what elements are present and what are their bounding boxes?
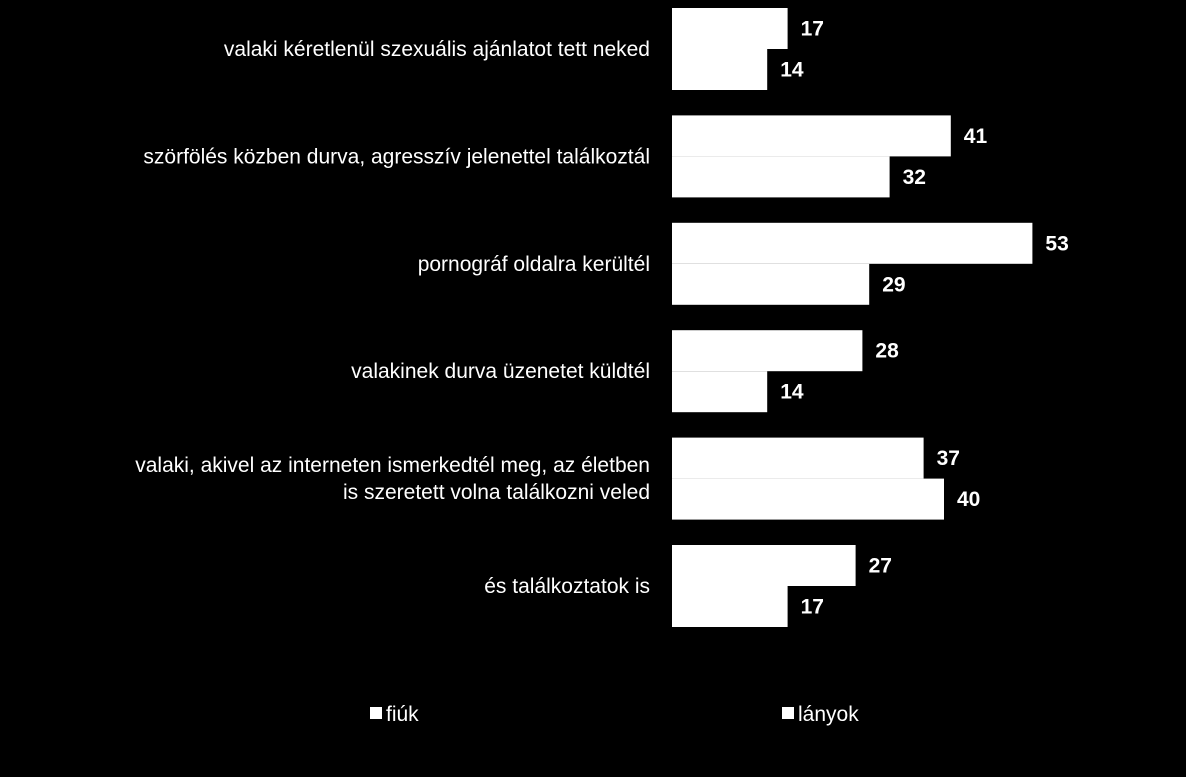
value-label-lanyok-4: 40	[957, 488, 980, 511]
value-label-lanyok-5: 17	[801, 596, 824, 619]
bars-layer	[672, 8, 1033, 627]
legend: fiúk lányok	[370, 703, 859, 726]
bar-fiuk-2	[672, 222, 1033, 264]
category-label-3: valakinek durva üzenetet küldtél	[351, 360, 650, 383]
value-label-fiuk-0: 17	[801, 18, 824, 41]
category-label-2: pornográf oldalra kerültél	[418, 253, 650, 276]
category-label-0: valaki kéretlenül szexuális ajánlatot te…	[224, 38, 650, 61]
value-label-fiuk-1: 41	[964, 125, 988, 148]
category-label-1: szörfölés közben durva, agresszív jelene…	[143, 145, 650, 168]
value-label-fiuk-2: 53	[1045, 232, 1068, 255]
value-label-lanyok-1: 32	[903, 166, 926, 189]
bar-fiuk-1	[672, 115, 951, 157]
bar-fiuk-3	[672, 330, 863, 372]
bar-lanyok-2	[672, 263, 870, 305]
bar-lanyok-0	[672, 49, 768, 90]
category-label-4-line-0: valaki, akivel az interneten ismerkedtél…	[135, 454, 650, 477]
bar-lanyok-3	[672, 371, 768, 413]
value-label-fiuk-5: 27	[869, 555, 892, 578]
legend-swatch-fiuk	[370, 707, 382, 719]
bar-lanyok-1	[672, 156, 890, 198]
bar-fiuk-5	[672, 545, 856, 586]
value-label-fiuk-3: 28	[875, 340, 899, 363]
value-label-lanyok-0: 14	[780, 59, 804, 82]
value-label-lanyok-3: 14	[780, 381, 804, 404]
labels-layer: 17 14 valaki kéretlenül szexuális ajánlato…	[135, 18, 1069, 619]
bar-fiuk-0	[672, 8, 788, 49]
bar-lanyok-4	[672, 478, 944, 520]
bar-fiuk-4	[672, 437, 924, 479]
category-label-5: és találkoztatok is	[484, 575, 650, 598]
bar-lanyok-5	[672, 586, 788, 627]
value-label-lanyok-2: 29	[882, 273, 905, 296]
value-label-fiuk-4: 37	[937, 447, 960, 470]
legend-swatch-lanyok	[782, 707, 794, 719]
category-label-4-line-1: is szeretett volna találkozni veled	[343, 481, 650, 504]
legend-label-lanyok: lányok	[798, 703, 859, 726]
legend-label-fiuk: fiúk	[386, 703, 419, 726]
